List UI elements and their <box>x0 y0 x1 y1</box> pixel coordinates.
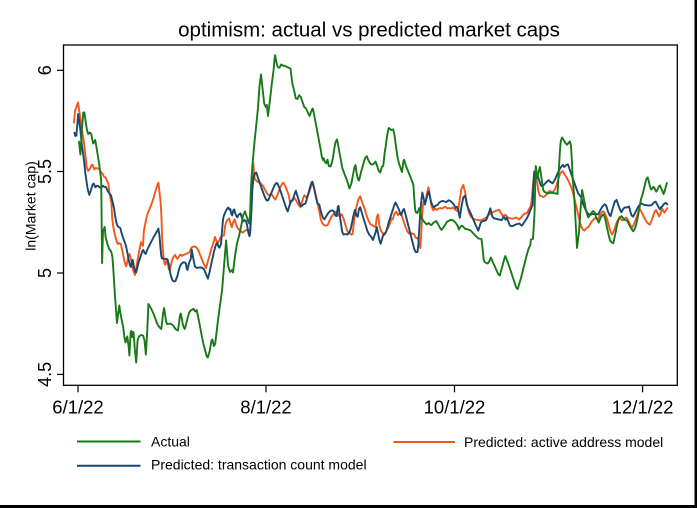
svg-text:12/1/22: 12/1/22 <box>612 396 674 417</box>
svg-text:ln(Market cap): ln(Market cap) <box>23 161 39 250</box>
svg-text:Predicted: transaction count m: Predicted: transaction count model <box>151 457 367 473</box>
svg-text:10/1/22: 10/1/22 <box>424 396 486 417</box>
svg-text:Predicted: active address mode: Predicted: active address model <box>464 434 663 450</box>
svg-text:8/1/22: 8/1/22 <box>240 396 291 417</box>
svg-text:5: 5 <box>35 268 55 278</box>
svg-text:4.5: 4.5 <box>35 362 55 387</box>
svg-text:6/1/22: 6/1/22 <box>52 396 103 417</box>
svg-text:5.5: 5.5 <box>35 159 55 184</box>
svg-text:optimism: actual vs predicted: optimism: actual vs predicted market cap… <box>178 18 560 41</box>
svg-text:Actual: Actual <box>151 434 190 450</box>
svg-text:6: 6 <box>35 65 55 75</box>
